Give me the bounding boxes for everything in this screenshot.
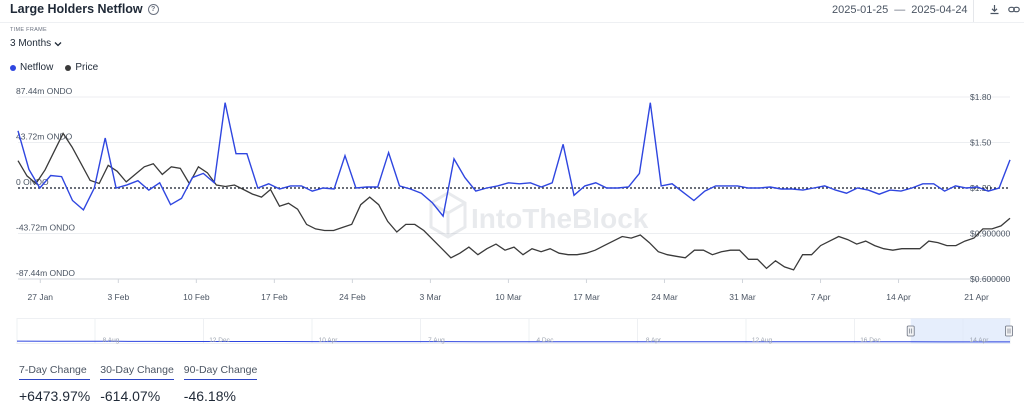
y-left-tick-label: -43.72m ONDO — [16, 223, 75, 233]
y-left-tick-label: -87.44m ONDO — [16, 268, 75, 278]
y-right-tick-label: $1.50 — [970, 138, 992, 148]
x-axis: 27 Jan 3 Feb 10 Feb 17 Feb 24 Feb 3 Mar 10 Mar… — [28, 292, 989, 302]
legend-item-netflow[interactable]: Netflow — [10, 62, 53, 73]
x-tick-label: 10 Feb — [183, 292, 210, 302]
legend-dot-netflow — [10, 64, 16, 71]
y-left-tick-label: 43.72m ONDO — [16, 132, 73, 142]
x-tick-label: 31 Mar — [729, 292, 756, 302]
link-icon[interactable] — [1007, 2, 1021, 16]
change-30d-label: 30-Day Change — [100, 364, 174, 380]
chevron-down-icon — [54, 41, 62, 46]
download-icon[interactable] — [987, 2, 1001, 16]
legend: Netflow Price — [10, 62, 98, 73]
legend-item-price[interactable]: Price — [65, 62, 98, 73]
watermark-cube-icon — [429, 191, 467, 239]
change-7d-value: +6473.97% — [19, 388, 91, 404]
y-axis-left: -87.44m ONDO -43.72m ONDO 0 ONDO 43.72m OND… — [16, 86, 75, 278]
navigator-handle-grip[interactable] — [1005, 325, 1013, 337]
navigator-grid — [94, 318, 964, 344]
x-tick-label: 17 Mar — [573, 292, 600, 302]
navigator-label: 12 Aug — [752, 337, 773, 344]
navigator-handle-right[interactable] — [1005, 325, 1013, 337]
y-right-tick-label: $0.600000 — [970, 274, 1010, 284]
y-right-tick-label: $0.900000 — [970, 229, 1010, 239]
change-30d: 30-Day Change -614.07% — [100, 364, 174, 404]
x-tick-label: 7 Apr — [811, 292, 831, 302]
navigator-handle-left[interactable] — [906, 325, 915, 337]
navigator-label: 14 Apr — [970, 337, 990, 344]
timeframe-value[interactable]: 3 Months — [10, 38, 52, 49]
legend-label-netflow: Netflow — [20, 62, 54, 73]
timeframe-select[interactable]: 3 Months — [10, 38, 62, 49]
change-90d: 90-Day Change -46.18% — [183, 364, 258, 404]
x-tick-label: 24 Feb — [339, 292, 366, 302]
navigator-labels: 8 Aug 12 Dec 10 Apr 7 Aug 4 Dec 8 Apr 12 Aug 16… — [103, 337, 990, 344]
y-left-tick-label: 0 ONDO — [16, 177, 49, 187]
navigator-selection[interactable] — [910, 318, 1010, 344]
timeframe-label: TIME FRAME — [10, 27, 47, 33]
y-right-tick-label: $1.80 — [970, 92, 992, 102]
chart-title-text: Large Holders Netflow — [10, 2, 143, 16]
navigator-label: 7 Aug — [428, 337, 445, 344]
watermark-text: IntoTheBlock — [471, 203, 649, 234]
netflow-series-line[interactable] — [17, 102, 1011, 218]
range-navigator[interactable]: 8 Aug 12 Dec 10 Apr 7 Aug 4 Dec 8 Apr 12 Aug 16… — [0, 318, 1024, 348]
x-tick-label: 3 Feb — [107, 292, 129, 302]
change-90d-label: 90-Day Change — [183, 364, 258, 380]
navigator-label: 12 Dec — [209, 337, 230, 344]
date-end[interactable]: 2025-04-24 — [911, 4, 968, 16]
navigator-label: 10 Apr — [319, 337, 339, 344]
x-tick-label: 10 Mar — [495, 292, 522, 302]
chart-title: Large Holders Netflow ? — [10, 2, 159, 16]
x-tick-label: 21 Apr — [964, 292, 989, 302]
header-divider — [0, 22, 1024, 23]
change-90d-value: -46.18% — [183, 388, 236, 404]
date-start[interactable]: 2025-01-25 — [832, 4, 889, 16]
navigator-label: 16 Dec — [860, 337, 881, 344]
x-tick-label: 24 Mar — [651, 292, 678, 302]
x-tick-label: 14 Apr — [886, 292, 911, 302]
price-series-line[interactable] — [17, 132, 1011, 271]
change-7d: 7-Day Change +6473.97% — [19, 364, 91, 404]
legend-label-price: Price — [75, 62, 99, 73]
chart-grid — [18, 96, 1010, 283]
netflow-price-chart[interactable]: IntoTheBlock -87.44m ONDO -43.72m ONDO 0 O… — [0, 0, 1024, 305]
change-30d-value: -614.07% — [100, 388, 161, 404]
date-range[interactable]: 2025-01-25 — 2025-04-24 — [832, 0, 968, 20]
date-separator: — — [894, 4, 906, 16]
navigator-label: 4 Dec — [537, 337, 555, 344]
navigator-label: 8 Apr — [646, 337, 662, 344]
legend-dot-price — [65, 64, 72, 71]
watermark: IntoTheBlock — [429, 191, 649, 239]
navigator-series-line — [16, 340, 1010, 343]
change-7d-label: 7-Day Change — [19, 364, 91, 380]
navigator-handle-grip[interactable] — [906, 325, 915, 337]
help-icon[interactable]: ? — [147, 3, 159, 15]
x-tick-label: 27 Jan — [28, 292, 54, 302]
navigator-label: 8 Aug — [103, 337, 120, 344]
x-tick-label: 17 Feb — [261, 292, 288, 302]
x-tick-label: 3 Mar — [420, 292, 442, 302]
change-stats: 7-Day Change +6473.97% 30-Day Change -61… — [19, 364, 267, 404]
toolbar-divider — [973, 0, 974, 22]
y-left-tick-label: 87.44m ONDO — [16, 86, 73, 96]
